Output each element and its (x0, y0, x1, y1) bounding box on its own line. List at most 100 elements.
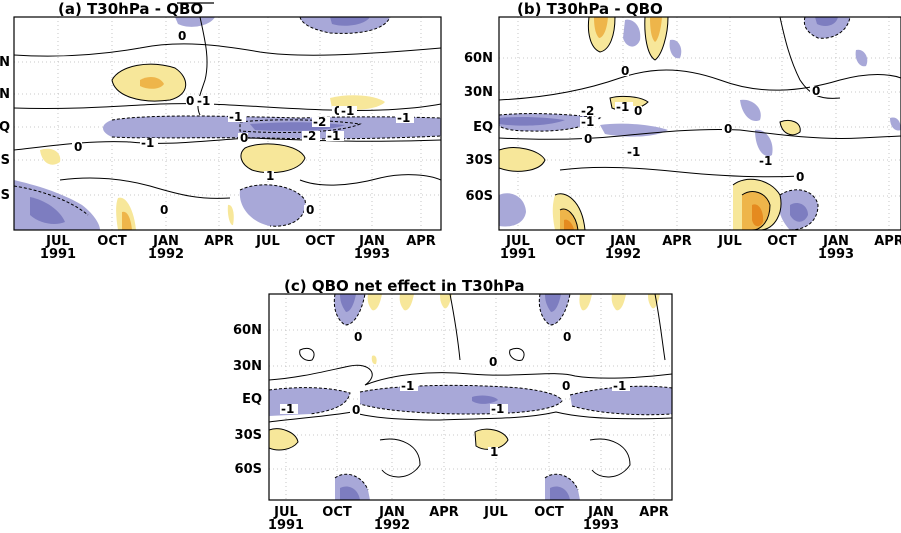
panel-a-south-negative-2 (239, 184, 306, 227)
svg-text:-1: -1 (491, 402, 504, 416)
svg-text:-1: -1 (616, 100, 629, 114)
svg-text:JUL: JUL (255, 234, 280, 249)
svg-text:0: 0 (186, 94, 194, 108)
svg-text:1992: 1992 (374, 518, 410, 533)
svg-text:0: 0 (354, 330, 362, 344)
svg-text:OCT: OCT (534, 505, 564, 520)
svg-text:-1: -1 (281, 402, 294, 416)
svg-text:JUL: JUL (483, 505, 508, 520)
panel-a-contour-labels: 0 0 -1 -1 -1 -2 -2 0 -1 -1 -1 0 0 1 0 0 (72, 29, 414, 217)
panel-c-field: 0 0 0 -1 -1 0 -1 -1 0 1 (269, 294, 672, 500)
svg-text:JAN: JAN (587, 505, 614, 520)
svg-text:60N: 60N (464, 51, 493, 66)
svg-text:EQ: EQ (0, 120, 10, 135)
svg-text:OCT: OCT (767, 234, 797, 249)
svg-text:60S: 60S (0, 188, 10, 203)
panel-c-eq-negative-2 (360, 385, 562, 414)
panel-c: (c) QBO net effect in T30hPa (233, 277, 673, 533)
svg-text:1991: 1991 (268, 518, 304, 533)
panel-b-frame (498, 16, 901, 231)
panel-b-x-ticks: JUL 1991 OCT JAN 1992 APR JUL OCT JAN 19… (500, 234, 901, 262)
svg-text:0: 0 (489, 355, 497, 369)
panel-c-y-ticks: 60N 30N EQ 30S 60S (233, 323, 262, 477)
svg-text:-1: -1 (613, 379, 626, 393)
svg-text:1991: 1991 (500, 247, 536, 262)
svg-text:JUL: JUL (273, 505, 298, 520)
panel-a-y-ticks: 60N 30N EQ 30S 60S (0, 55, 10, 203)
panel-c-contour-labels: 0 0 0 -1 -1 0 -1 -1 0 1 (280, 330, 630, 459)
svg-text:1992: 1992 (605, 247, 641, 262)
panel-b-positive-30s (499, 147, 545, 172)
svg-text:OCT: OCT (97, 234, 127, 249)
panel-c-frame (268, 293, 673, 501)
panel-c-positive-30s-2 (475, 429, 508, 450)
svg-text:JAN: JAN (822, 234, 849, 249)
svg-text:JAN: JAN (609, 234, 636, 249)
panel-c-x-ticks: JUL 1991 OCT JAN 1992 APR JUL OCT JAN 19… (268, 505, 669, 533)
svg-text:1992: 1992 (148, 247, 184, 262)
svg-text:OCT: OCT (305, 234, 335, 249)
svg-text:-1: -1 (197, 94, 210, 108)
panel-b-grid (499, 17, 901, 230)
svg-text:JUL: JUL (717, 234, 742, 249)
panel-a-frame (13, 16, 442, 231)
svg-text:EQ: EQ (473, 120, 493, 135)
svg-text:-1: -1 (759, 154, 772, 168)
svg-text:60N: 60N (0, 55, 10, 70)
svg-text:APR: APR (406, 234, 436, 249)
panel-a: (a) T30hPa - QBO (0, 0, 442, 262)
svg-text:30N: 30N (233, 359, 262, 374)
svg-text:0: 0 (160, 203, 168, 217)
svg-text:JAN: JAN (358, 234, 385, 249)
svg-text:-1: -1 (341, 104, 354, 118)
svg-text:1991: 1991 (40, 247, 76, 262)
svg-text:JUL: JUL (505, 234, 530, 249)
svg-text:-1: -1 (627, 145, 640, 159)
svg-text:60S: 60S (466, 189, 493, 204)
svg-text:0: 0 (584, 132, 592, 146)
svg-text:APR: APR (639, 505, 669, 520)
panel-b: (b) T30hPa - QBO (464, 0, 901, 262)
svg-text:-1: -1 (401, 379, 414, 393)
svg-text:0: 0 (562, 379, 570, 393)
svg-text:0: 0 (74, 140, 82, 154)
svg-text:JAN: JAN (378, 505, 405, 520)
svg-text:60S: 60S (235, 462, 262, 477)
svg-text:-2: -2 (303, 129, 316, 143)
svg-text:0: 0 (812, 84, 820, 98)
svg-text:0: 0 (724, 122, 732, 136)
svg-text:0: 0 (563, 330, 571, 344)
svg-text:0: 0 (352, 403, 360, 417)
svg-text:APR: APR (874, 234, 901, 249)
panel-c-eq-negative-3 (570, 386, 672, 415)
svg-text:OCT: OCT (322, 505, 352, 520)
svg-text:-1: -1 (141, 136, 154, 150)
svg-text:30S: 30S (0, 153, 10, 168)
svg-text:JAN: JAN (152, 234, 179, 249)
svg-text:1993: 1993 (354, 247, 390, 262)
svg-text:-1: -1 (397, 111, 410, 125)
panel-a-title: (a) T30hPa - QBO (58, 0, 203, 18)
panel-b-y-ticks: 60N 30N EQ 30S 60S (464, 51, 493, 204)
svg-text:-1: -1 (581, 115, 594, 129)
svg-text:30N: 30N (464, 85, 493, 100)
svg-text:0: 0 (621, 64, 629, 78)
panel-b-field: 0 0 -2 -1 0 -1 0 0 -1 -1 0 (499, 17, 901, 230)
svg-text:1: 1 (490, 445, 498, 459)
svg-text:0: 0 (634, 104, 642, 118)
svg-text:1993: 1993 (818, 247, 854, 262)
svg-text:EQ: EQ (242, 392, 262, 407)
panel-b-north-negative (804, 17, 850, 39)
panel-b-title: (b) T30hPa - QBO (517, 0, 663, 18)
panel-c-title: (c) QBO net effect in T30hPa (284, 277, 525, 295)
svg-text:-2: -2 (313, 115, 326, 129)
svg-text:1993: 1993 (583, 518, 619, 533)
svg-text:0: 0 (796, 170, 804, 184)
svg-text:30N: 30N (0, 87, 10, 102)
svg-text:0: 0 (334, 104, 342, 118)
panel-c-positive-30s-1 (269, 428, 298, 450)
svg-text:1: 1 (266, 169, 274, 183)
svg-text:0: 0 (178, 29, 186, 43)
svg-text:30S: 30S (235, 428, 262, 443)
